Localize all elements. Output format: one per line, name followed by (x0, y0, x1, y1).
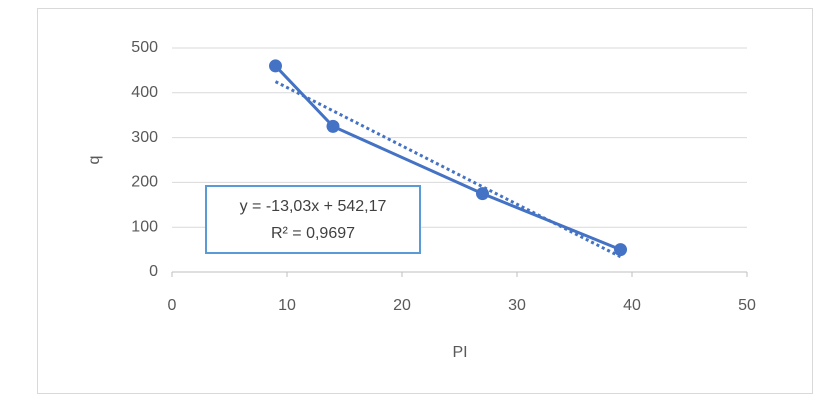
trendline-r-squared: R² = 0,9697 (271, 225, 355, 242)
y-tick-label: 400 (131, 84, 158, 101)
trendline (274, 80, 622, 259)
y-tick-label: 100 (131, 218, 158, 235)
data-point (269, 59, 282, 73)
y-tick-label: 200 (131, 174, 158, 191)
chart-border (37, 8, 813, 394)
x-tick-label: 20 (393, 297, 411, 314)
data-point (476, 187, 489, 201)
y-axis-label: q (86, 156, 103, 165)
y-tick-label: 500 (131, 39, 158, 56)
x-tick-label: 10 (278, 297, 296, 314)
data-point (326, 119, 340, 133)
x-tick-label: 40 (623, 297, 641, 314)
x-axis-label: PI (452, 344, 467, 361)
trendline-equation: y = -13,03x + 542,17 (240, 198, 387, 215)
y-tick-label: 300 (131, 129, 158, 146)
x-tick-label: 50 (738, 297, 756, 314)
y-tick-label: 0 (149, 263, 158, 280)
x-tick-label: 30 (508, 297, 526, 314)
x-tick-label: 0 (168, 297, 177, 314)
data-point (614, 243, 627, 257)
equation-box (205, 185, 421, 254)
